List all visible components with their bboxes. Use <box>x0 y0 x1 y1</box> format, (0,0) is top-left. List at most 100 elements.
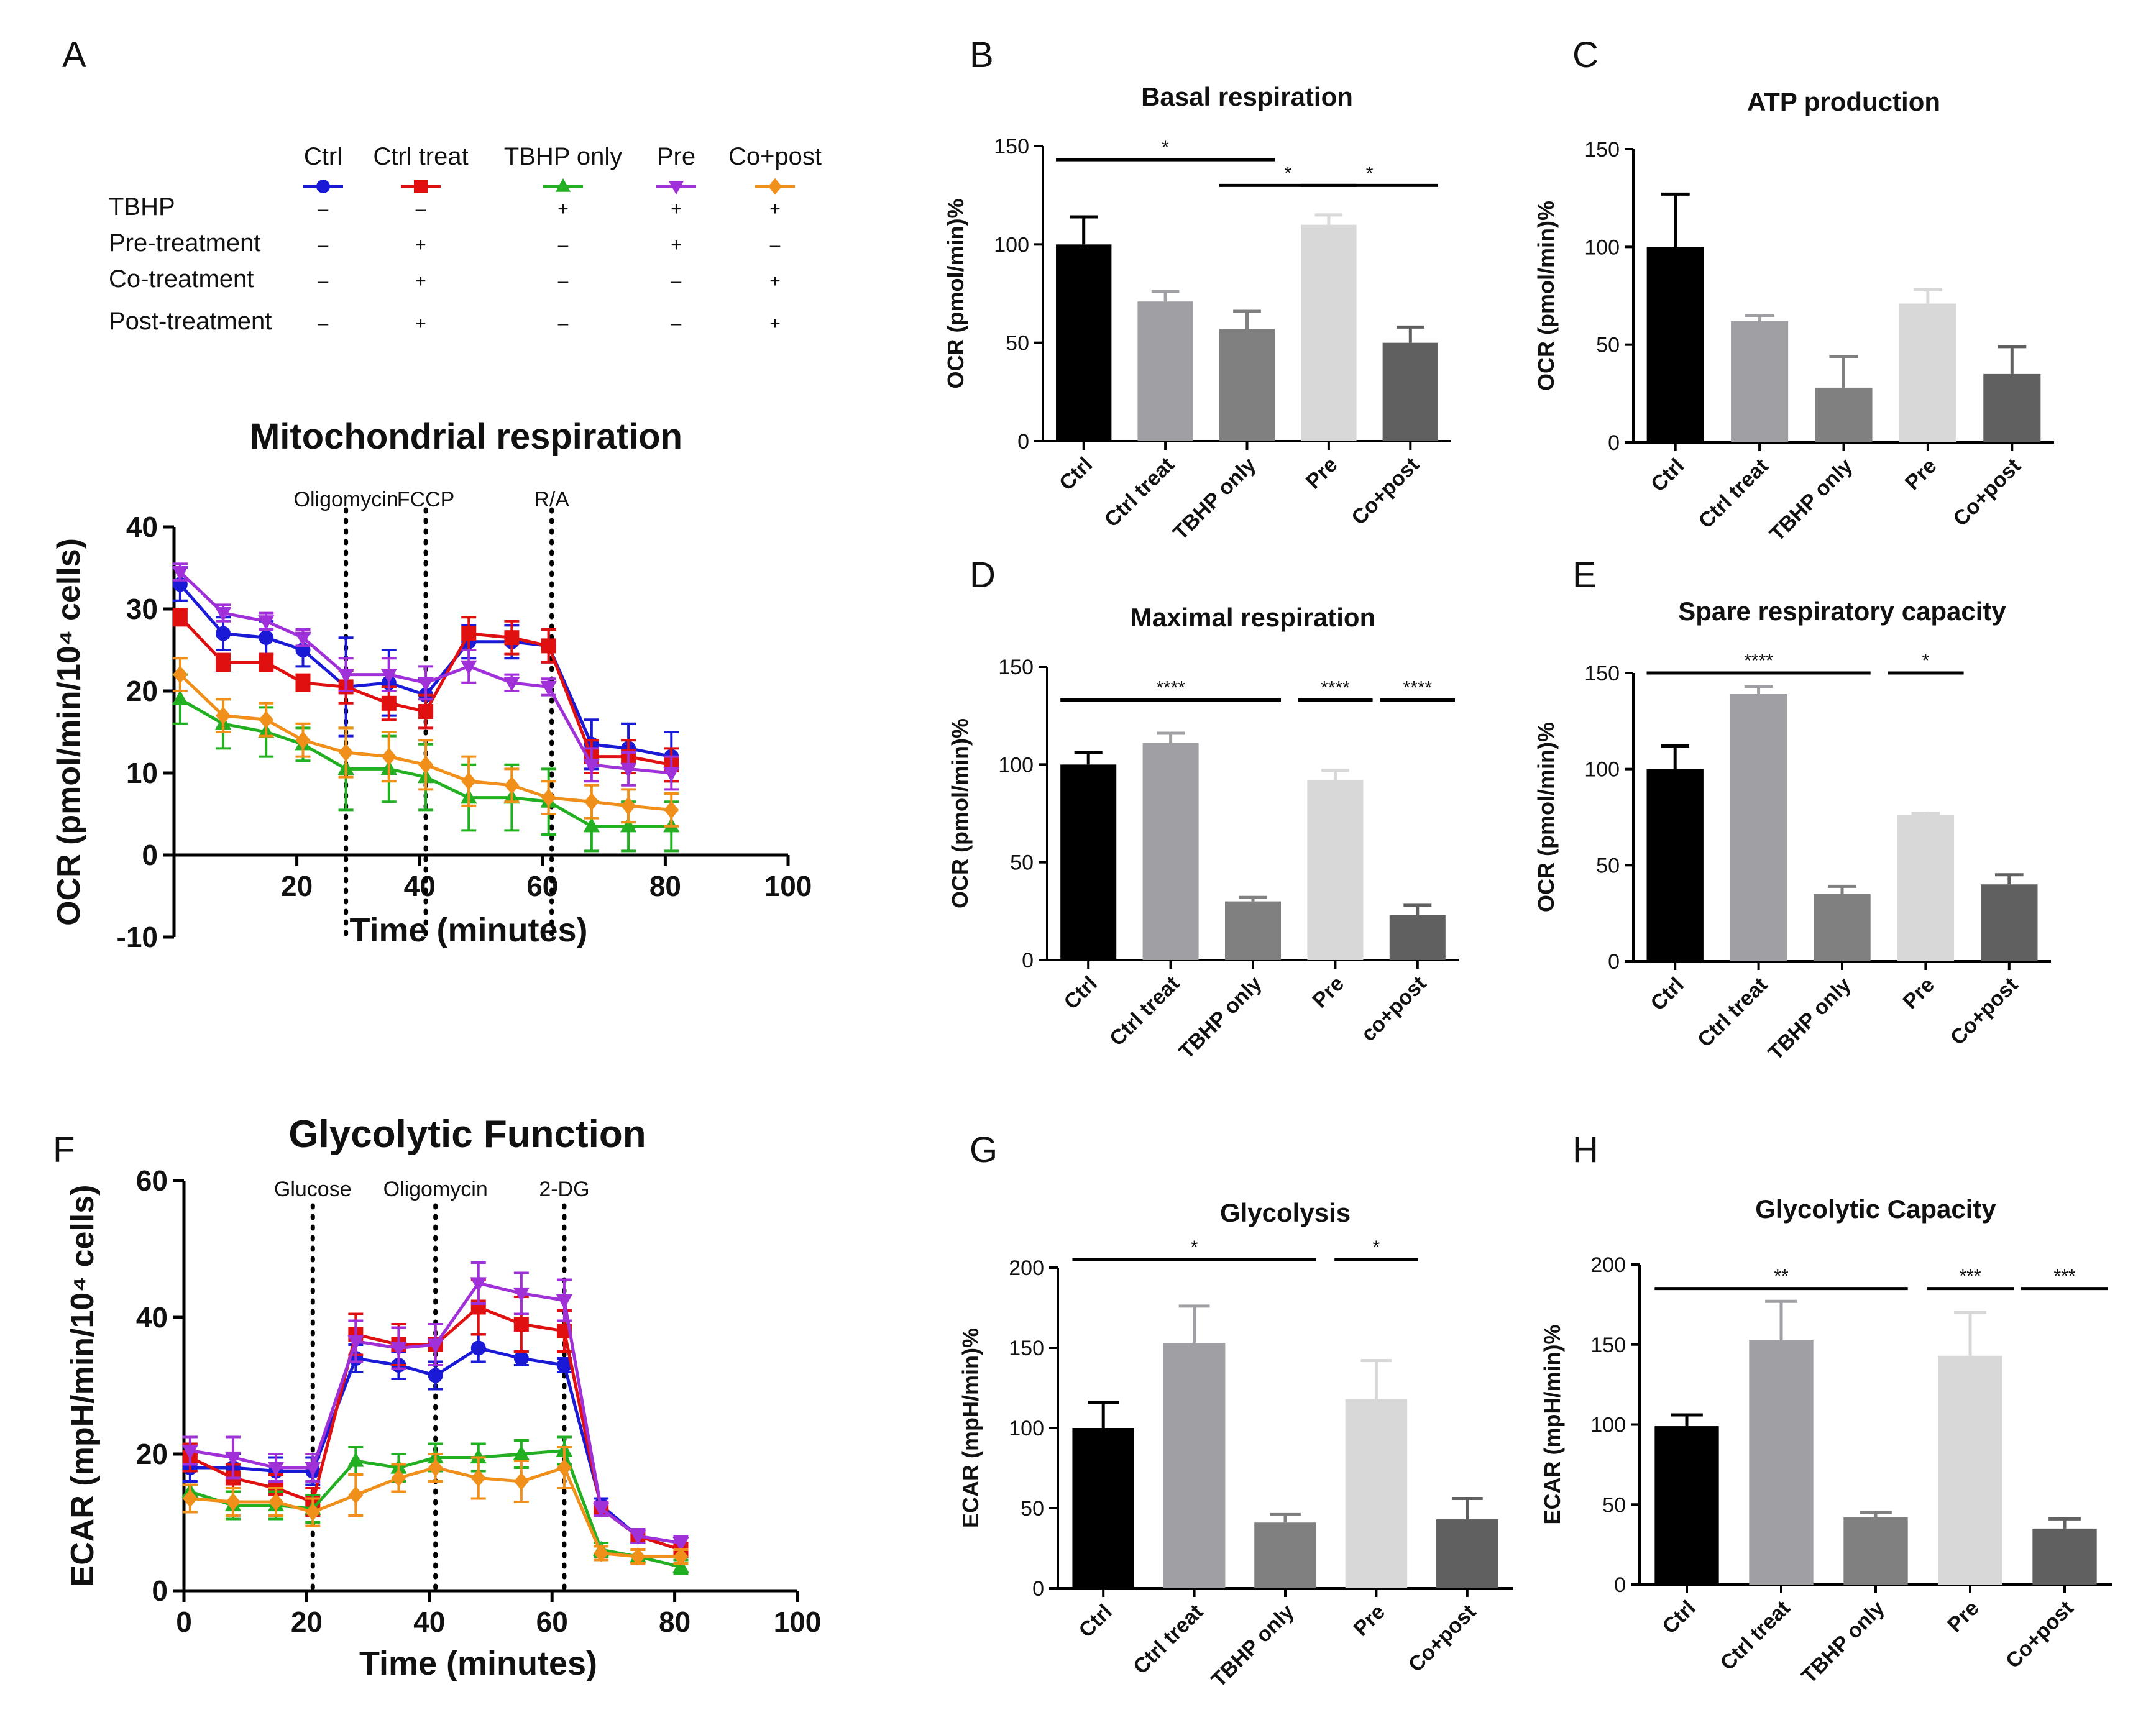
data-point <box>470 1469 486 1487</box>
legend-cell: + <box>769 271 781 291</box>
data-point <box>504 776 520 795</box>
legend-group-label: Ctrl <box>304 143 342 170</box>
legend-cell: – <box>770 235 781 255</box>
y-tick-label: 150 <box>994 135 1029 158</box>
y-axis-label: ECAR (mpH/min/10⁴ cells) <box>65 1185 101 1587</box>
legend-cell: – <box>318 199 329 219</box>
significance-label: ** <box>1774 1266 1789 1287</box>
bar <box>1142 743 1199 960</box>
legend-cell: – <box>671 271 682 291</box>
data-point <box>427 1338 444 1354</box>
y-tick-label: 100 <box>1590 1414 1626 1437</box>
legend-group-label: Ctrl treat <box>373 143 468 170</box>
x-tick-label: TBHP only <box>1797 1596 1889 1688</box>
panel-label-c: C <box>1572 35 1599 75</box>
legend-triangle-up-marker <box>555 178 571 192</box>
chart-title: Maximal respiration <box>1131 603 1375 632</box>
data-point <box>620 762 637 778</box>
y-axis-label: OCR (pmol/min)% <box>943 199 968 389</box>
panel-label-a: A <box>62 35 86 75</box>
chart-g: Glycolysis 0 50 100 150 200 ECAR (mpH/min)% Ctr… <box>958 1198 1513 1692</box>
data-point <box>381 748 397 766</box>
bar <box>1072 1428 1134 1588</box>
data-point <box>470 1277 487 1292</box>
x-tick-label: Ctrl <box>1055 453 1097 495</box>
injection-label: FCCP <box>397 488 455 511</box>
legend-row-label: Pre-treatment <box>109 229 261 257</box>
y-tick-label: 20 <box>126 675 158 707</box>
data-point <box>630 1530 646 1545</box>
data-point <box>673 1547 689 1566</box>
series-co-post <box>182 1446 689 1566</box>
y-tick-label: 200 <box>1009 1256 1044 1280</box>
significance-label: *** <box>1959 1266 1981 1287</box>
panel-label-h: H <box>1572 1130 1599 1170</box>
significance-label: * <box>1922 651 1930 671</box>
x-tick-label: Ctrl treat <box>1105 972 1184 1051</box>
y-tick-label: 50 <box>1602 1493 1626 1517</box>
data-point <box>172 690 189 705</box>
data-point <box>664 801 679 819</box>
bar <box>1137 301 1193 441</box>
bar <box>1899 303 1956 442</box>
bar <box>2032 1528 2097 1585</box>
x-tick-label: TBHP only <box>1168 453 1260 545</box>
data-point <box>214 607 232 622</box>
legend-cell: – <box>558 271 569 291</box>
y-tick-label: 0 <box>1022 949 1034 972</box>
bar <box>1646 769 1704 961</box>
x-tick-label: Pre <box>1898 973 1939 1014</box>
chart-c: ATP production 0 50 100 150 OCR (pmol/min)% Ct… <box>1533 87 2054 546</box>
data-point <box>630 1547 646 1566</box>
chart-title: Basal respiration <box>1141 82 1353 111</box>
y-tick-label: 100 <box>1009 1417 1044 1440</box>
y-axis-label: OCR (pmol/min)% <box>1533 201 1559 391</box>
data-point <box>620 817 637 833</box>
data-point <box>259 630 274 646</box>
chart-title: Glycolysis <box>1220 1198 1351 1227</box>
data-point <box>305 1462 321 1477</box>
y-tick-label: 50 <box>1021 1497 1044 1521</box>
y-tick-label: 0 <box>1032 1577 1044 1601</box>
bar <box>1654 1426 1719 1585</box>
data-point <box>513 1445 530 1460</box>
x-tick-label: 100 <box>774 1606 822 1638</box>
series-co-post <box>172 657 679 828</box>
data-point <box>295 731 311 749</box>
bar <box>1436 1519 1498 1588</box>
y-tick-label: 0 <box>142 839 158 871</box>
x-tick-label: 40 <box>413 1606 445 1638</box>
data-point <box>181 1444 199 1460</box>
data-point <box>470 1340 486 1356</box>
y-tick-label: 0 <box>1608 431 1620 455</box>
data-point <box>672 1537 689 1552</box>
chart-f: Glycolytic Function 0 20 40 60 0 20 40 60 80 100 Ti… <box>65 1113 821 1682</box>
data-point <box>172 610 188 625</box>
bar <box>1843 1517 1908 1585</box>
chart-d: Maximal respiration 0 50 100 150 OCR (pmol/mi… <box>947 603 1459 1064</box>
x-tick-label: Co+post <box>2001 1596 2078 1673</box>
legend-cell: + <box>769 199 781 219</box>
panel-label-e: E <box>1572 555 1597 595</box>
panel-label-d: D <box>970 555 996 595</box>
bar <box>1938 1355 2002 1585</box>
chart-title: Mitochondrial respiration <box>250 416 682 457</box>
significance-label: **** <box>1744 651 1773 671</box>
bar <box>1814 894 1871 961</box>
legend-cell: – <box>318 313 329 334</box>
data-point <box>428 1368 443 1383</box>
x-tick-label: co+post <box>1357 972 1431 1046</box>
data-point <box>381 695 397 711</box>
data-point <box>224 1451 242 1466</box>
y-tick-label: 100 <box>1584 758 1620 782</box>
bar <box>1981 884 2038 961</box>
bar <box>1815 387 1873 442</box>
legend-cell: + <box>415 271 426 291</box>
data-point <box>259 654 274 670</box>
y-tick-label: 0 <box>1608 950 1620 974</box>
data-point <box>347 1335 364 1350</box>
data-point <box>182 1489 198 1507</box>
bar <box>1345 1399 1408 1588</box>
chart-title: Glycolytic Function <box>288 1113 646 1156</box>
y-axis-label: OCR (pmol/min/10⁴ cells) <box>51 538 87 926</box>
